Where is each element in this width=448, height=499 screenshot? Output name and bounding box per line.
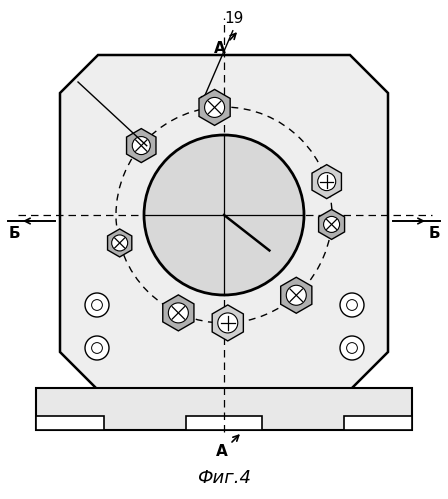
Circle shape: [132, 137, 150, 155]
Circle shape: [112, 235, 128, 251]
Text: 19: 19: [224, 10, 244, 25]
Polygon shape: [126, 129, 156, 163]
Circle shape: [218, 313, 238, 333]
Circle shape: [347, 343, 358, 353]
Polygon shape: [186, 416, 262, 430]
Circle shape: [91, 343, 103, 353]
Polygon shape: [319, 210, 345, 240]
Circle shape: [318, 173, 336, 191]
Circle shape: [323, 217, 340, 233]
Text: А: А: [214, 40, 226, 55]
Text: А: А: [216, 445, 228, 460]
Text: Фиг.4: Фиг.4: [197, 469, 251, 487]
Circle shape: [286, 285, 306, 305]
Polygon shape: [344, 416, 412, 430]
Circle shape: [205, 97, 224, 117]
Circle shape: [144, 135, 304, 295]
Polygon shape: [36, 388, 412, 430]
Polygon shape: [163, 295, 194, 331]
Polygon shape: [60, 55, 388, 390]
Polygon shape: [312, 165, 341, 199]
Text: Б: Б: [428, 226, 440, 241]
Polygon shape: [36, 416, 104, 430]
Text: Б: Б: [8, 226, 20, 241]
Polygon shape: [108, 229, 132, 257]
Circle shape: [340, 293, 364, 317]
Circle shape: [168, 303, 188, 323]
Circle shape: [340, 336, 364, 360]
Circle shape: [85, 293, 109, 317]
Polygon shape: [199, 89, 230, 125]
Circle shape: [85, 336, 109, 360]
Polygon shape: [212, 305, 243, 341]
Polygon shape: [281, 277, 312, 313]
Circle shape: [347, 299, 358, 310]
Circle shape: [91, 299, 103, 310]
